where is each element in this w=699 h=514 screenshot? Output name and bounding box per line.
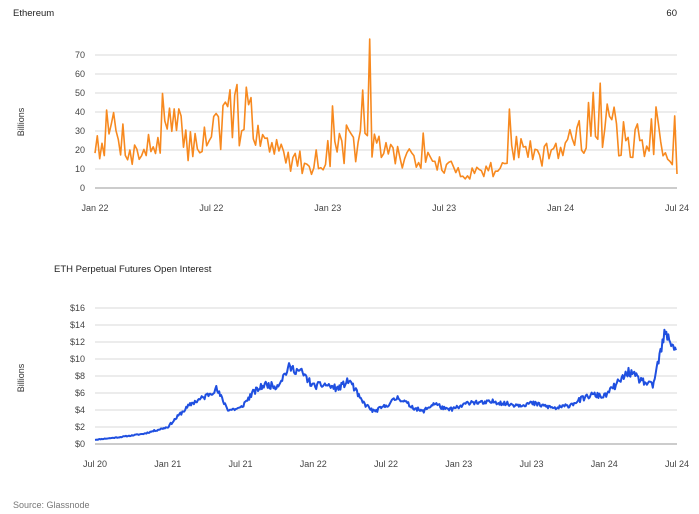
ethereum-chart: Ethereum 60 Billions 0 10 20 30 40 50 60 70 Jan…: [13, 8, 689, 213]
y-tick-label: 70: [75, 50, 85, 60]
open-interest-chart-title: ETH Perpetual Futures Open Interest: [54, 264, 212, 275]
y-tick-label: 20: [75, 145, 85, 155]
x-tick-label: Jul 22: [199, 203, 223, 213]
x-tick-label: Jul 24: [665, 203, 689, 213]
y-tick-label: $2: [75, 422, 85, 432]
ethereum-chart-title: Ethereum: [13, 8, 54, 19]
open-interest-x-ticks: Jul 20 Jan 21 Jul 21 Jan 22 Jul 22 Jan 23 Jul …: [83, 459, 689, 469]
ethereum-volume-line: [94, 38, 678, 180]
open-interest-line: [94, 328, 677, 441]
x-tick-label: Jan 22: [300, 459, 327, 469]
x-tick-label: Jan 23: [314, 203, 341, 213]
y-tick-label: $16: [70, 303, 85, 313]
x-tick-label: Jan 22: [81, 203, 108, 213]
y-tick-label: $10: [70, 354, 85, 364]
y-tick-label: 50: [75, 88, 85, 98]
x-tick-label: Jul 22: [374, 459, 398, 469]
y-tick-label: $4: [75, 405, 85, 415]
ethereum-x-ticks: Jan 22 Jul 22 Jan 23 Jul 23 Jan 24 Jul 24: [81, 203, 689, 213]
ethereum-corner-label: 60: [666, 8, 677, 19]
open-interest-y-ticks: $0 $2 $4 $6 $8 $10 $12 $14 $16: [70, 303, 85, 449]
source-note: Source: Glassnode: [13, 500, 90, 510]
x-tick-label: Jul 23: [432, 203, 456, 213]
x-tick-label: Jul 24: [665, 459, 689, 469]
y-tick-label: 30: [75, 126, 85, 136]
x-tick-label: Jan 23: [445, 459, 472, 469]
y-tick-label: $0: [75, 439, 85, 449]
x-tick-label: Jul 21: [228, 459, 252, 469]
open-interest-y-axis-label: Billions: [16, 363, 26, 392]
y-tick-label: 0: [80, 183, 85, 193]
y-tick-label: $14: [70, 320, 85, 330]
y-tick-label: $6: [75, 388, 85, 398]
y-tick-label: 10: [75, 164, 85, 174]
y-tick-label: 40: [75, 107, 85, 117]
ethereum-y-axis-label: Billions: [16, 107, 26, 136]
x-tick-label: Jul 23: [519, 459, 543, 469]
x-tick-label: Jan 24: [591, 459, 618, 469]
x-tick-label: Jul 20: [83, 459, 107, 469]
y-tick-label: $12: [70, 337, 85, 347]
ethereum-y-ticks: 0 10 20 30 40 50 60 70: [75, 50, 85, 193]
open-interest-chart: ETH Perpetual Futures Open Interest Bill…: [16, 264, 689, 469]
y-tick-label: 60: [75, 69, 85, 79]
x-tick-label: Jan 24: [547, 203, 574, 213]
y-tick-label: $8: [75, 371, 85, 381]
open-interest-gridlines: [95, 307, 677, 445]
x-tick-label: Jan 21: [154, 459, 181, 469]
